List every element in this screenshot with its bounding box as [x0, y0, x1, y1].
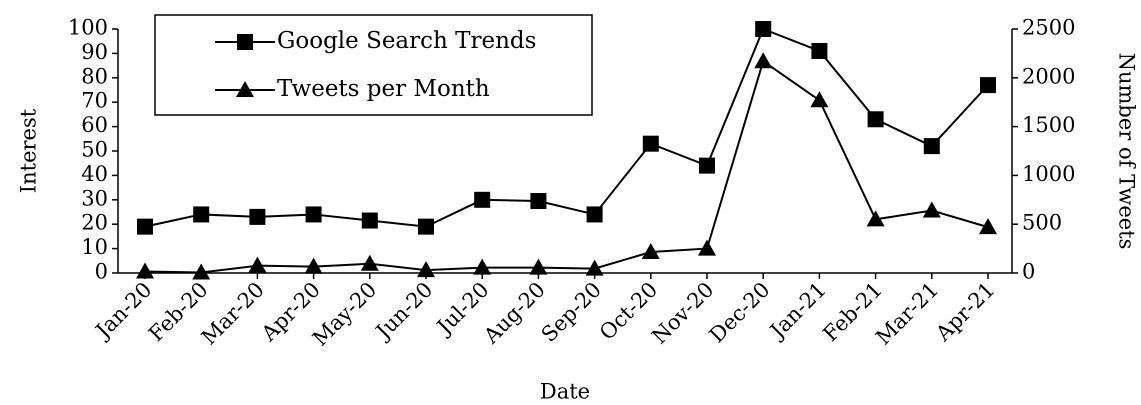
x-tick-label: Jan-20: [90, 277, 157, 344]
data-point: [642, 135, 659, 152]
data-point: [755, 21, 772, 37]
data-point: [360, 254, 379, 271]
x-tick-label: Jan-21: [764, 277, 831, 344]
y2-tick-label: 2500: [1022, 16, 1075, 40]
data-point: [529, 258, 548, 275]
data-point: [304, 257, 323, 274]
legend-label: Tweets per Month: [277, 76, 490, 102]
data-point: [305, 206, 322, 223]
data-point: [810, 91, 829, 108]
data-point: [585, 259, 604, 276]
y2-tick-label: 2000: [1022, 64, 1075, 88]
data-point: [867, 111, 884, 128]
data-point: [474, 191, 491, 208]
y-tick-label: 70: [81, 89, 108, 113]
series-line: [144, 59, 989, 274]
data-point: [699, 157, 715, 174]
data-point: [473, 258, 492, 275]
data-point: [586, 206, 603, 223]
data-point: [754, 52, 773, 69]
data-point: [641, 243, 660, 260]
x-tick-label: Mar-20: [197, 277, 269, 349]
y-tick-label: 20: [81, 211, 108, 235]
data-point: [530, 193, 547, 210]
data-point: [192, 263, 211, 280]
y-tick-label: 60: [81, 113, 108, 137]
data-point: [979, 218, 997, 235]
y2-tick-label: 500: [1022, 211, 1062, 235]
y-tick-label: 90: [81, 40, 108, 64]
data-point: [418, 218, 434, 235]
data-point: [249, 208, 266, 225]
x-axis-label: Date: [540, 380, 590, 404]
data-point: [980, 77, 996, 94]
x-tick-label: Dec-20: [705, 277, 775, 347]
y-tick-label: 10: [81, 235, 108, 259]
data-point: [417, 261, 435, 278]
legend-box: [154, 14, 593, 116]
data-point: [137, 218, 153, 235]
y-tick-label: 50: [81, 138, 108, 162]
y2-tick-label: 1000: [1022, 162, 1075, 186]
data-point: [923, 138, 940, 155]
y-tick-label: 0: [95, 260, 108, 284]
data-point: [248, 256, 267, 273]
data-point: [811, 42, 828, 59]
y2-tick-label: 1500: [1022, 113, 1075, 137]
series-line: [144, 27, 989, 228]
y2-axis-label: Number of Tweets: [1115, 53, 1139, 250]
data-point: [193, 206, 210, 223]
y-tick-label: 80: [81, 64, 108, 88]
data-point: [698, 239, 716, 256]
x-tick-label: Apr-21: [931, 277, 1000, 346]
data-point: [922, 201, 941, 218]
legend-label: Google Search Trends: [277, 28, 536, 54]
x-tick-label: Nov-20: [647, 277, 718, 348]
x-tick-label: Jun-20: [370, 277, 437, 344]
x-tick-label: Aug-20: [478, 277, 549, 348]
x-tick-label: Sep-20: [537, 277, 606, 346]
y-axis-label: Interest: [17, 108, 41, 193]
data-point: [866, 210, 885, 227]
y-tick-label: 30: [81, 186, 108, 210]
legend-marker: [236, 81, 254, 97]
legend-marker: [237, 34, 253, 50]
x-tick-label: Mar-21: [871, 277, 943, 349]
data-point: [361, 212, 378, 229]
data-point: [136, 262, 154, 279]
y2-tick-label: 0: [1022, 260, 1035, 284]
y-tick-label: 100: [68, 16, 108, 40]
y-tick-label: 40: [81, 162, 108, 186]
